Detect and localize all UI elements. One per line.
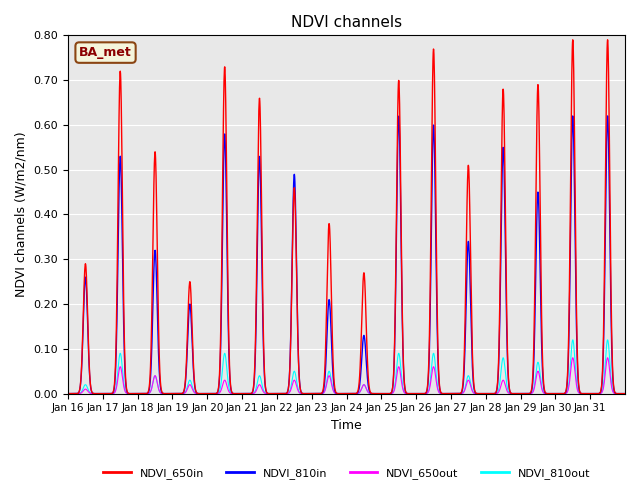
NDVI_810out	[515, 391, 522, 396]
Line: NDVI_810in: NDVI_810in	[68, 116, 625, 394]
NDVI_650in	[515, 391, 522, 396]
NDVI_810in	[515, 391, 522, 396]
NDVI_650in	[380, 391, 388, 396]
NDVI_650out	[120, 383, 127, 389]
NDVI_810in	[604, 113, 611, 119]
X-axis label: Time: Time	[331, 419, 362, 432]
NDVI_650out	[621, 391, 629, 396]
NDVI_650in	[546, 391, 554, 396]
NDVI_810out	[380, 391, 388, 396]
NDVI_810in	[64, 391, 72, 396]
NDVI_650out	[240, 391, 248, 396]
NDVI_650in	[64, 391, 72, 396]
NDVI_810out	[613, 391, 621, 396]
NDVI_810in	[240, 391, 248, 396]
NDVI_650out	[64, 391, 72, 396]
NDVI_810out	[64, 391, 72, 396]
Line: NDVI_650out: NDVI_650out	[68, 358, 625, 394]
Y-axis label: NDVI channels (W/m2/nm): NDVI channels (W/m2/nm)	[15, 132, 28, 297]
NDVI_810in	[621, 391, 629, 396]
NDVI_810out	[604, 337, 611, 343]
Title: NDVI channels: NDVI channels	[291, 15, 402, 30]
NDVI_810out	[120, 379, 127, 384]
NDVI_650out	[546, 391, 554, 396]
NDVI_810out	[546, 391, 554, 396]
NDVI_650in	[120, 296, 127, 302]
NDVI_650out	[604, 355, 611, 360]
NDVI_810in	[120, 321, 127, 327]
Legend: NDVI_650in, NDVI_810in, NDVI_650out, NDVI_810out: NDVI_650in, NDVI_810in, NDVI_650out, NDV…	[99, 464, 595, 480]
NDVI_810out	[240, 391, 248, 396]
NDVI_650out	[613, 391, 621, 396]
Line: NDVI_650in: NDVI_650in	[68, 40, 625, 394]
NDVI_810out	[621, 391, 629, 396]
NDVI_650out	[380, 391, 388, 396]
NDVI_650in	[240, 391, 248, 396]
NDVI_650in	[604, 37, 611, 43]
NDVI_810in	[613, 391, 621, 396]
NDVI_650in	[613, 391, 621, 396]
NDVI_650out	[515, 391, 522, 396]
Line: NDVI_810out: NDVI_810out	[68, 340, 625, 394]
NDVI_650in	[621, 391, 629, 396]
NDVI_810in	[380, 391, 388, 396]
Text: BA_met: BA_met	[79, 46, 132, 59]
NDVI_810in	[546, 391, 554, 396]
